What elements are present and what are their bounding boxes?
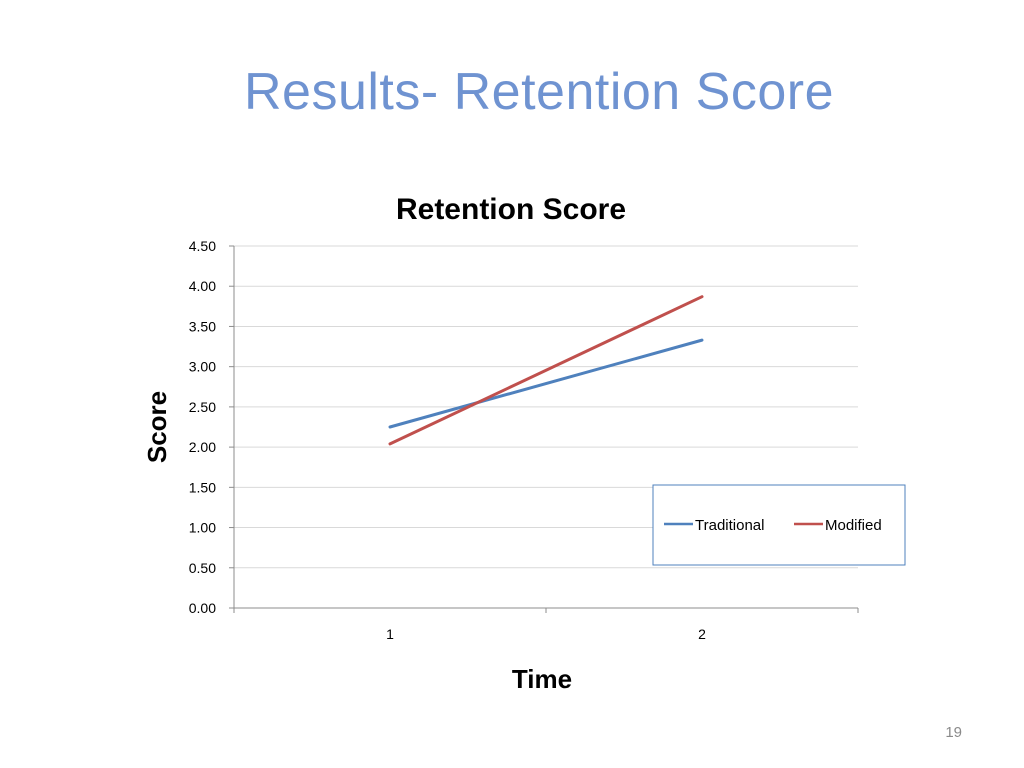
y-tick-label: 1.00	[189, 520, 216, 536]
y-axis-ticks: 0.00 0.50 1.00 1.50 2.00 2.50 3.00 3.50 4.00 4.50	[189, 238, 234, 616]
chart-title: Retention Score	[396, 193, 626, 226]
legend-label-modified: Modified	[825, 517, 882, 534]
y-tick-label: 2.00	[189, 439, 216, 455]
y-tick-label: 3.00	[189, 359, 216, 375]
y-tick-label: 0.50	[189, 560, 216, 576]
y-tick-label: 2.50	[189, 399, 216, 415]
y-tick-label: 4.50	[189, 238, 216, 254]
y-tick-label: 4.00	[189, 278, 216, 294]
legend-label-traditional: Traditional	[695, 517, 764, 534]
slide-title: Results- Retention Score	[243, 63, 835, 121]
legend: Traditional Modified	[652, 484, 906, 566]
y-tick-label: 0.00	[189, 600, 216, 616]
x-tick-label: 2	[698, 626, 706, 642]
x-tick-label: 1	[386, 626, 394, 642]
y-tick-label: 1.50	[189, 479, 216, 495]
series-line-traditional	[388, 338, 704, 429]
series-line-modified	[388, 295, 704, 446]
y-tick-label: 3.50	[189, 318, 216, 334]
y-axis-label: Score	[142, 391, 172, 463]
slide-number: 19	[945, 724, 962, 741]
x-axis-label: Time	[512, 664, 572, 694]
gridlines	[234, 245, 858, 569]
legend-box	[652, 484, 906, 566]
series-lines	[388, 295, 704, 446]
